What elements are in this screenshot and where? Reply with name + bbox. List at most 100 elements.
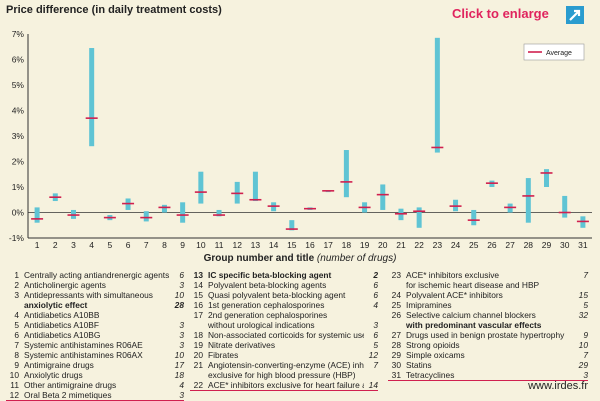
site-url[interactable]: www.irdes.fr (528, 380, 588, 392)
group-title: Polyvalent beta-blocking agents (208, 280, 327, 290)
group-drug-count: 5 (583, 300, 588, 310)
group-legend-row: 2 Anticholinergic agents 3 (6, 280, 184, 290)
group-drug-count: 28 (174, 300, 184, 310)
group-title: Systemic antihistamines R06AE (24, 340, 143, 350)
group-title: Selective calcium channel blockers (406, 310, 536, 320)
group-drug-count: 6 (179, 270, 184, 280)
group-title: for ischemic heart disease and HBP (406, 280, 540, 290)
chart-title: Price difference (in daily treatment cos… (6, 4, 222, 16)
group-number: 16 (193, 300, 203, 310)
x-tick-label: 16 (305, 240, 315, 250)
group-drug-count: 3 (179, 320, 184, 330)
x-tick-label: 18 (342, 240, 352, 250)
expand-arrow-icon[interactable] (566, 6, 584, 24)
x-tick-label: 5 (108, 240, 113, 250)
group-drug-count (364, 370, 378, 380)
y-tick-label: 0% (12, 208, 25, 218)
group-legend-row: 20 Fibrates 12 (190, 350, 378, 360)
group-title: without urological indications (208, 320, 315, 330)
legend-box (523, 43, 585, 61)
group-drug-count: 3 (179, 280, 184, 290)
group-number: 10 (9, 370, 19, 380)
group-title: Other antimigraine drugs (24, 380, 117, 390)
group-legend-row: 4 Antidiabetics A10BB (6, 310, 184, 320)
range-bar (434, 37, 440, 153)
group-legend-row: 19 Nitrate derivatives 5 (190, 340, 378, 350)
group-title: Antidiabetics A10BB (24, 310, 100, 320)
group-number: 1 (14, 270, 19, 280)
group-title: with predominant vascular effects (406, 320, 542, 330)
range-bar (143, 211, 149, 222)
group-title: Antidiabetics A10BF (24, 320, 99, 330)
group-drug-count: 15 (578, 290, 588, 300)
group-number: 9 (14, 360, 19, 370)
group-title: Statins (406, 360, 432, 370)
y-tick-label: 6% (12, 55, 25, 65)
group-legend-row: 10 Anxiolytic drugs 18 (6, 370, 184, 380)
x-tick-label: 1 (35, 240, 40, 250)
group-number: 20 (193, 350, 203, 360)
x-tick-label: 26 (487, 240, 497, 250)
x-tick-label: 3 (71, 240, 76, 250)
group-number: 2 (14, 280, 19, 290)
x-tick-label: 15 (287, 240, 297, 250)
group-drug-count: 10 (174, 290, 184, 300)
range-bar (161, 204, 167, 213)
group-number: 7 (14, 340, 19, 350)
group-number: 19 (193, 340, 203, 350)
group-legend-row: for ischemic heart disease and HBP (388, 280, 588, 290)
group-legend-row: 12 Oral Beta 2 mimetiques 3 (6, 390, 184, 401)
enlarge-link[interactable]: Click to enlarge (452, 6, 549, 21)
group-drug-count: 3 (583, 370, 588, 380)
group-legend-row: 27 Drugs used in benign prostate hypertro… (388, 330, 588, 340)
x-tick-label: 23 (433, 240, 443, 250)
group-drug-count: 10 (578, 340, 588, 350)
x-tick-label: 6 (126, 240, 131, 250)
x-tick-label: 2 (53, 240, 58, 250)
x-tick-label: 8 (162, 240, 167, 250)
group-number: 30 (391, 360, 401, 370)
group-title: Antidepressants with simultaneous (24, 290, 153, 300)
group-title: IC specific beta-blocking agent (208, 270, 332, 280)
range-bar (198, 171, 204, 204)
group-drug-count (574, 320, 588, 330)
group-legend-row: 9 Antimigraine drugs 17 (6, 360, 184, 370)
group-title: Tetracyclines (406, 370, 455, 380)
group-legend-row: exclusive for high blood pressure (HBP) (190, 370, 378, 380)
group-legend-column-2: 13 IC specific beta-blocking agent 2 14 Poly… (190, 270, 378, 391)
group-title: Fibrates (208, 350, 239, 360)
group-legend-row: 21 Angiotensin-converting-enzyme (ACE) in… (190, 360, 378, 370)
y-tick-label: 4% (12, 106, 25, 116)
group-legend-column-1: 1 Centrally acting antiandrenergic agents… (6, 270, 184, 401)
x-tick-label: 19 (360, 240, 370, 250)
group-legend-row: 14 Polyvalent beta-blocking agents 6 (190, 280, 378, 290)
range-bar (562, 195, 568, 218)
group-legend-row: 24 Polyvalent ACE* inhibitors 15 (388, 290, 588, 300)
x-tick-label: 9 (180, 240, 185, 250)
group-title: Anticholinergic agents (24, 280, 106, 290)
group-legend-row: 15 Quasi polyvalent beta-blocking agent 6 (190, 290, 378, 300)
range-bar (252, 171, 258, 202)
group-drug-count: 4 (373, 300, 378, 310)
group-number: 31 (391, 370, 401, 380)
y-tick-label: 3% (12, 131, 25, 141)
group-legend-row: 6 Antidiabetics A10BG 3 (6, 330, 184, 340)
group-drug-count: 9 (583, 330, 588, 340)
x-tick-label: 21 (396, 240, 406, 250)
group-drug-count: 3 (179, 390, 184, 400)
group-drug-count: 7 (583, 350, 588, 360)
group-legend-row: 25 Imipramines 5 (388, 300, 588, 310)
group-title: 1st generation cephalosporines (208, 300, 325, 310)
x-tick-label: 14 (269, 240, 279, 250)
group-drug-count: 29 (578, 360, 588, 370)
group-title: exclusive for high blood pressure (HBP) (208, 370, 356, 380)
group-number: 4 (14, 310, 19, 320)
group-legend-row: 7 Systemic antihistamines R06AE 3 (6, 340, 184, 350)
group-number: 29 (391, 350, 401, 360)
x-axis-title-text: Group number and title (203, 253, 315, 264)
group-title: anxiolytic effect (24, 300, 88, 310)
range-bar (525, 178, 531, 223)
x-tick-label: 7 (144, 240, 149, 250)
group-legend-row: 28 Strong opioids 10 (388, 340, 588, 350)
group-legend-row: 31 Tetracyclines 3 (388, 370, 588, 381)
